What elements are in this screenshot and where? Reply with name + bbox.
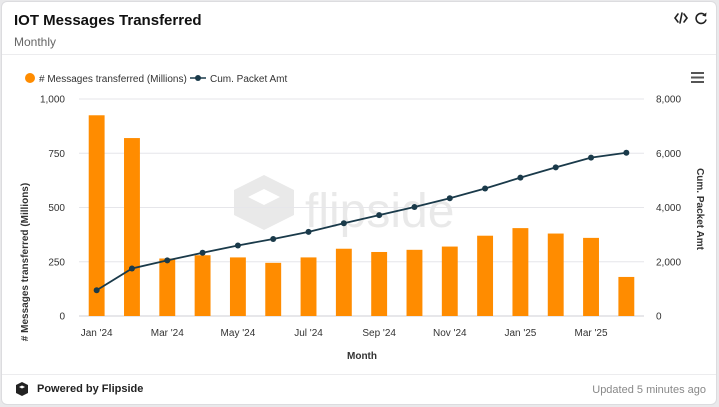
legend-item-messages[interactable]: # Messages transferred (Millions) xyxy=(25,73,187,85)
watermark: flipside xyxy=(234,175,454,238)
line-point xyxy=(588,154,595,161)
line-point xyxy=(376,212,383,219)
y-right-tick-label: 8,000 xyxy=(656,95,681,106)
x-tick-label: Jan '24 xyxy=(81,328,113,339)
footer-divider xyxy=(2,374,716,375)
bar xyxy=(371,251,388,316)
hamburger-menu-icon[interactable] xyxy=(691,72,704,83)
legend-label-messages: # Messages transferred (Millions) xyxy=(39,74,187,85)
flipside-watermark-logo-icon xyxy=(234,175,294,230)
bar xyxy=(512,228,529,316)
line-point xyxy=(411,203,418,210)
y-axis-left-ticks: 0 250 500 750 1,000 xyxy=(40,95,65,323)
x-tick-label: Mar '24 xyxy=(151,328,184,339)
line-point xyxy=(623,149,630,156)
line-point xyxy=(199,249,206,256)
x-tick-label: Mar '25 xyxy=(575,328,608,339)
bar xyxy=(547,233,564,316)
powered-by-text: Powered by Flipside xyxy=(37,383,144,395)
bar xyxy=(300,257,317,316)
watermark-text: flipside xyxy=(305,185,454,238)
bar xyxy=(477,235,494,316)
x-axis-ticks: Jan '24 Mar '24 May '24 Jul '24 Sep '24 Nov '… xyxy=(81,328,608,339)
legend-swatch-messages xyxy=(25,73,35,83)
line-point xyxy=(446,195,453,202)
line-point xyxy=(340,220,347,227)
bar xyxy=(583,237,599,316)
y-left-tick-label: 750 xyxy=(48,149,65,160)
bar xyxy=(335,248,352,316)
y-axis-right-ticks: 0 2,000 4,000 6,000 8,000 xyxy=(656,95,681,323)
updated-timestamp: Updated 5 minutes ago xyxy=(592,384,706,396)
x-tick-label: Sep '24 xyxy=(362,328,396,339)
line-point xyxy=(552,164,559,171)
bar xyxy=(229,257,246,316)
x-axis-label: Month xyxy=(347,351,377,362)
y-left-tick-label: 250 xyxy=(48,257,65,268)
line-point xyxy=(305,228,312,235)
line-point xyxy=(517,174,524,181)
line-point xyxy=(482,185,489,192)
y-right-tick-label: 4,000 xyxy=(656,203,681,214)
x-tick-label: Jan '25 xyxy=(504,328,536,339)
legend: # Messages transferred (Millions) Cum. P… xyxy=(25,73,287,85)
legend-swatch-dot xyxy=(195,75,201,81)
cumulative-line xyxy=(93,149,630,294)
line-point xyxy=(164,257,171,264)
legend-label-cum-packet: Cum. Packet Amt xyxy=(210,74,287,85)
y-left-tick-label: 1,000 xyxy=(40,95,65,106)
x-tick-label: May '24 xyxy=(221,328,256,339)
header-divider xyxy=(2,54,716,55)
bar xyxy=(441,246,458,316)
line-point xyxy=(270,235,277,242)
y-axis-left-label: # Messages transferred (Millions) xyxy=(20,183,31,341)
bar xyxy=(406,249,423,316)
powered-by[interactable]: Powered by Flipside xyxy=(14,381,143,397)
line-path xyxy=(96,151,627,291)
bar xyxy=(265,262,282,316)
bar xyxy=(88,115,105,317)
y-right-tick-label: 6,000 xyxy=(656,149,681,160)
bar xyxy=(618,276,635,316)
line-point xyxy=(93,287,100,294)
chart-svg: flipside 0 250 500 750 1,000 0 2,000 4,000 6,00… xyxy=(20,72,705,362)
bar xyxy=(194,255,211,316)
flipside-logo-icon xyxy=(16,382,28,396)
refresh-icon[interactable] xyxy=(694,11,708,29)
chart-subtitle: Monthly xyxy=(14,35,57,49)
y-left-tick-label: 500 xyxy=(48,203,65,214)
y-right-tick-label: 0 xyxy=(656,312,662,323)
y-right-tick-label: 2,000 xyxy=(656,257,681,268)
chart-title: IOT Messages Transferred xyxy=(14,12,202,29)
x-tick-label: Nov '24 xyxy=(433,328,467,339)
code-icon[interactable] xyxy=(674,11,688,29)
line-point xyxy=(128,265,135,272)
y-left-tick-label: 0 xyxy=(59,312,65,323)
bar xyxy=(159,258,176,316)
y-axis-right-label: Cum. Packet Amt xyxy=(694,168,705,251)
line-point xyxy=(234,242,241,249)
legend-item-cum-packet[interactable]: Cum. Packet Amt xyxy=(190,74,287,85)
bars xyxy=(88,115,635,317)
x-tick-label: Jul '24 xyxy=(294,328,323,339)
bar xyxy=(124,138,140,316)
